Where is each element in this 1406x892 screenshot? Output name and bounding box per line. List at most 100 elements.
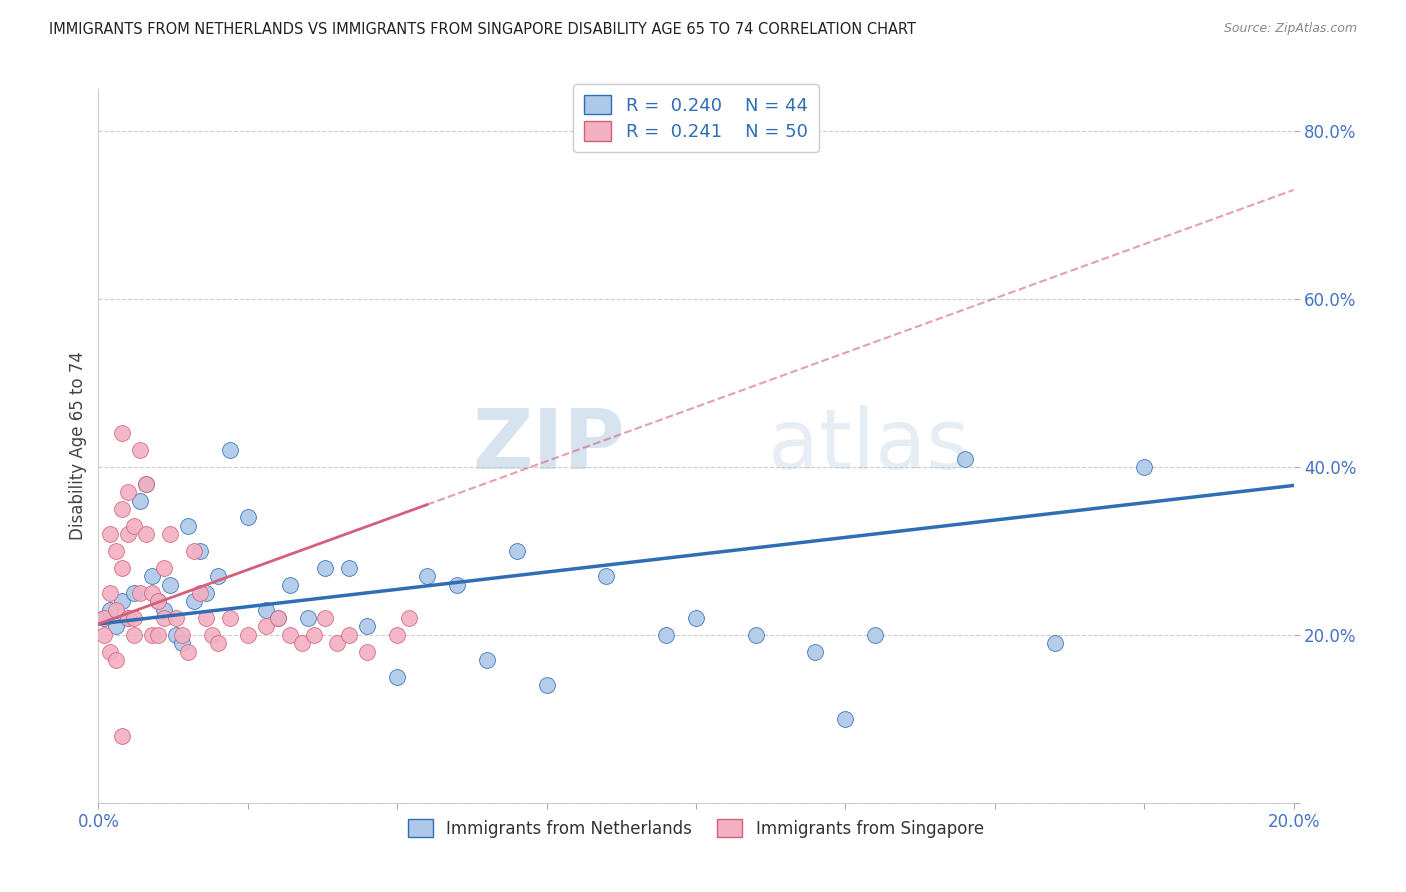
Point — [124, 518, 146, 533]
Text: atlas: atlas — [768, 406, 969, 486]
Point — [183, 544, 205, 558]
Point — [153, 560, 176, 574]
Point — [356, 645, 378, 659]
Point — [302, 628, 325, 642]
Point — [105, 603, 128, 617]
Point — [141, 569, 163, 583]
Point — [117, 485, 139, 500]
Point — [129, 443, 152, 458]
Point — [93, 611, 115, 625]
Point — [385, 628, 409, 642]
Point — [124, 586, 146, 600]
Point — [153, 603, 176, 617]
Y-axis label: Disability Age 65 to 74: Disability Age 65 to 74 — [69, 351, 87, 541]
Point — [172, 628, 194, 642]
Point — [98, 586, 122, 600]
Point — [398, 611, 420, 625]
Point — [291, 636, 314, 650]
Point — [165, 611, 187, 625]
Point — [135, 476, 157, 491]
Point — [124, 628, 146, 642]
Point — [165, 628, 187, 642]
Point — [315, 611, 337, 625]
Point — [117, 527, 139, 541]
Point — [416, 569, 439, 583]
Point — [111, 729, 134, 743]
Point — [105, 653, 128, 667]
Point — [219, 443, 242, 458]
Point — [195, 611, 218, 625]
Point — [506, 544, 529, 558]
Point — [159, 527, 181, 541]
Point — [655, 628, 678, 642]
Point — [188, 544, 211, 558]
Point — [278, 628, 301, 642]
Point — [188, 586, 211, 600]
Point — [254, 603, 277, 617]
Point — [207, 636, 229, 650]
Point — [135, 476, 157, 491]
Point — [207, 569, 229, 583]
Point — [141, 586, 163, 600]
Point — [105, 544, 128, 558]
Point — [745, 628, 768, 642]
Point — [1043, 636, 1066, 650]
Point — [93, 628, 115, 642]
Point — [254, 619, 277, 633]
Point — [98, 527, 122, 541]
Point — [339, 560, 361, 574]
Point — [111, 426, 134, 441]
Point — [177, 518, 200, 533]
Legend: Immigrants from Netherlands, Immigrants from Singapore: Immigrants from Netherlands, Immigrants … — [402, 813, 990, 845]
Point — [236, 510, 259, 524]
Point — [183, 594, 205, 608]
Point — [117, 611, 139, 625]
Point — [135, 527, 157, 541]
Point — [201, 628, 224, 642]
Point — [219, 611, 242, 625]
Text: IMMIGRANTS FROM NETHERLANDS VS IMMIGRANTS FROM SINGAPORE DISABILITY AGE 65 TO 74: IMMIGRANTS FROM NETHERLANDS VS IMMIGRANT… — [49, 22, 917, 37]
Point — [953, 451, 976, 466]
Point — [141, 628, 163, 642]
Point — [105, 619, 128, 633]
Point — [159, 577, 181, 591]
Text: Source: ZipAtlas.com: Source: ZipAtlas.com — [1223, 22, 1357, 36]
Point — [315, 560, 337, 574]
Point — [117, 611, 139, 625]
Point — [93, 611, 115, 625]
Point — [339, 628, 361, 642]
Point — [446, 577, 468, 591]
Point — [1133, 460, 1156, 475]
Point — [475, 653, 498, 667]
Point — [124, 611, 146, 625]
Point — [111, 594, 134, 608]
Point — [177, 645, 200, 659]
Point — [98, 603, 122, 617]
Point — [278, 577, 301, 591]
Point — [236, 628, 259, 642]
Point — [356, 619, 378, 633]
Point — [385, 670, 409, 684]
Point — [804, 645, 827, 659]
Point — [536, 678, 558, 692]
Point — [326, 636, 349, 650]
Point — [148, 594, 170, 608]
Point — [267, 611, 290, 625]
Point — [267, 611, 290, 625]
Point — [195, 586, 218, 600]
Point — [98, 645, 122, 659]
Point — [129, 493, 152, 508]
Point — [297, 611, 319, 625]
Point — [685, 611, 707, 625]
Point — [148, 628, 170, 642]
Point — [148, 594, 170, 608]
Point — [153, 611, 176, 625]
Point — [834, 712, 856, 726]
Point — [111, 502, 134, 516]
Point — [595, 569, 617, 583]
Point — [865, 628, 887, 642]
Point — [172, 636, 194, 650]
Point — [111, 560, 134, 574]
Text: ZIP: ZIP — [472, 406, 624, 486]
Point — [129, 586, 152, 600]
